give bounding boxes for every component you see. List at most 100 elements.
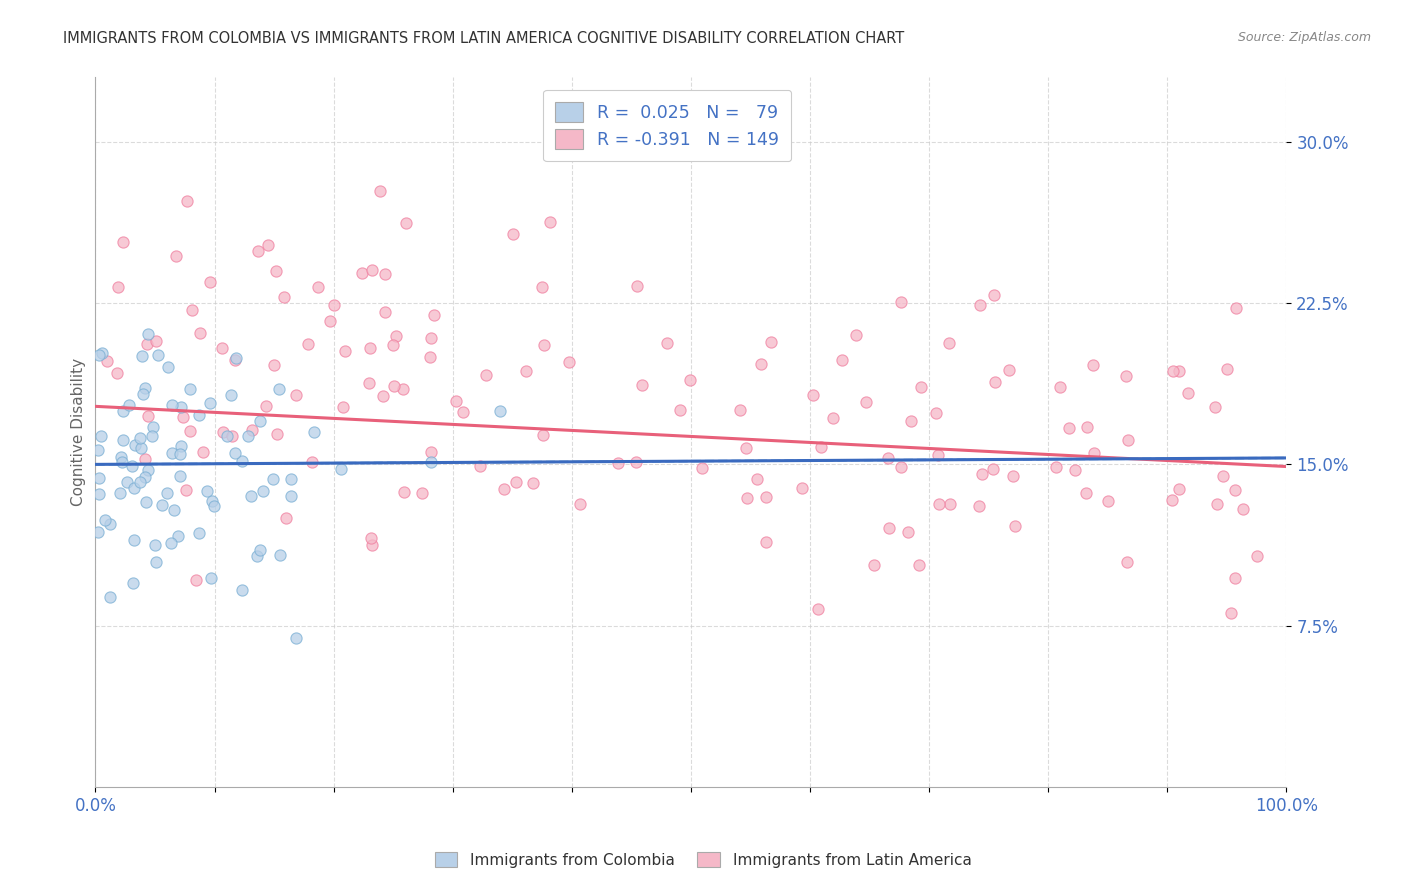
Point <box>284 388 307 402</box>
Point <box>107 280 129 294</box>
Point <box>745 472 768 486</box>
Point <box>444 393 467 408</box>
Point <box>1064 463 1087 477</box>
Point <box>174 483 197 497</box>
Point <box>381 337 404 351</box>
Point <box>754 535 776 549</box>
Point <box>360 538 382 552</box>
Y-axis label: Cognitive Disability: Cognitive Disability <box>72 358 86 506</box>
Point <box>118 398 141 412</box>
Point <box>422 308 444 322</box>
Point <box>145 334 167 348</box>
Point <box>94 513 117 527</box>
Point <box>925 406 948 420</box>
Point <box>908 558 931 573</box>
Point <box>249 414 271 428</box>
Point <box>145 556 167 570</box>
Point <box>755 490 778 504</box>
Point <box>669 403 692 417</box>
Point <box>877 521 900 535</box>
Point <box>90 346 112 360</box>
Point <box>533 338 555 352</box>
Point <box>855 395 877 409</box>
Point <box>98 590 121 604</box>
Point <box>761 334 783 349</box>
Point <box>1232 501 1254 516</box>
Point <box>1161 493 1184 508</box>
Point <box>135 337 157 351</box>
Point <box>169 469 191 483</box>
Point <box>749 357 772 371</box>
Point <box>280 489 302 503</box>
Point <box>273 290 295 304</box>
Point <box>201 494 224 508</box>
Point <box>801 388 824 402</box>
Point <box>1045 460 1067 475</box>
Point <box>538 215 561 229</box>
Point <box>1204 400 1226 414</box>
Point <box>111 404 134 418</box>
Point <box>169 447 191 461</box>
Point <box>494 482 516 496</box>
Point <box>163 503 186 517</box>
Point <box>734 442 756 456</box>
Point <box>87 524 110 539</box>
Point <box>190 326 212 340</box>
Point <box>374 268 396 282</box>
Legend: Immigrants from Colombia, Immigrants from Latin America: Immigrants from Colombia, Immigrants fro… <box>429 846 977 873</box>
Point <box>143 538 166 552</box>
Point <box>110 486 132 500</box>
Point <box>87 443 110 458</box>
Point <box>890 295 912 310</box>
Point <box>280 472 302 486</box>
Point <box>172 409 194 424</box>
Point <box>169 401 191 415</box>
Point <box>1074 486 1097 500</box>
Point <box>373 389 395 403</box>
Point <box>122 533 145 548</box>
Point <box>211 341 233 355</box>
Point <box>531 427 554 442</box>
Point <box>927 448 949 462</box>
Point <box>111 433 134 447</box>
Point <box>115 475 138 489</box>
Point <box>1076 420 1098 434</box>
Point <box>266 263 288 277</box>
Point <box>146 348 169 362</box>
Point <box>231 583 253 598</box>
Point <box>631 378 654 392</box>
Point <box>107 366 129 380</box>
Point <box>690 461 713 475</box>
Point <box>420 455 443 469</box>
Point <box>307 280 329 294</box>
Point <box>224 352 246 367</box>
Point <box>679 372 702 386</box>
Point <box>240 423 263 437</box>
Point <box>110 450 132 464</box>
Point <box>167 529 190 543</box>
Point <box>200 571 222 585</box>
Point <box>475 368 498 382</box>
Point <box>984 375 1007 389</box>
Point <box>451 405 474 419</box>
Text: IMMIGRANTS FROM COLOMBIA VS IMMIGRANTS FROM LATIN AMERICA COGNITIVE DISABILITY C: IMMIGRANTS FROM COLOMBIA VS IMMIGRANTS F… <box>63 31 904 46</box>
Point <box>257 238 280 252</box>
Point <box>823 411 845 425</box>
Point <box>360 531 382 545</box>
Point <box>972 467 994 481</box>
Point <box>98 517 121 532</box>
Point <box>505 475 527 489</box>
Point <box>419 350 441 364</box>
Point <box>890 459 912 474</box>
Point <box>350 266 373 280</box>
Point <box>121 459 143 474</box>
Point <box>792 481 814 495</box>
Point <box>256 400 278 414</box>
Point <box>202 499 225 513</box>
Point <box>626 278 648 293</box>
Point <box>155 486 177 500</box>
Point <box>302 425 325 440</box>
Point <box>967 499 990 513</box>
Point <box>1161 364 1184 378</box>
Point <box>998 363 1021 377</box>
